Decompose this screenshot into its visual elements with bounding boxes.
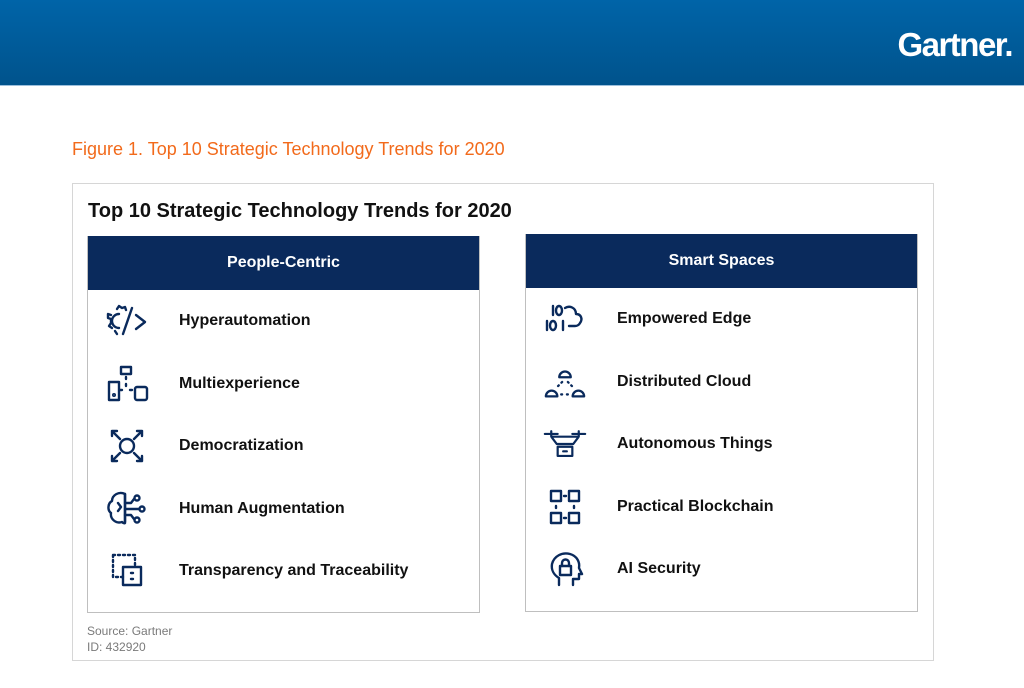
item-label: Hyperautomation xyxy=(179,312,311,330)
item-label: Transparency and Traceability xyxy=(179,562,409,580)
blockchain-icon xyxy=(543,487,587,527)
panel-heading: Smart Spaces xyxy=(526,234,917,288)
list-item: Empowered Edge xyxy=(526,288,917,351)
dotted-squares-icon xyxy=(105,551,149,591)
item-label: Distributed Cloud xyxy=(617,372,752,390)
cloud-network-icon xyxy=(543,362,587,402)
list-item: Transparency and Traceability xyxy=(88,540,479,603)
item-label: Autonomous Things xyxy=(617,435,773,453)
drone-icon xyxy=(543,424,587,464)
list-item: Hyperautomation xyxy=(88,290,479,353)
item-label: Practical Blockchain xyxy=(617,497,774,515)
expand-circle-icon xyxy=(105,426,149,466)
gartner-logo: Gartner. xyxy=(897,26,1013,63)
binary-cloud-icon xyxy=(543,299,587,339)
list-item: Distributed Cloud xyxy=(526,351,917,414)
list-item: Multiexperience xyxy=(88,353,479,416)
figure-title: Top 10 Strategic Technology Trends for 2… xyxy=(88,200,512,222)
head-lock-icon xyxy=(543,549,587,589)
brain-circuit-icon xyxy=(105,489,149,529)
item-label: Human Augmentation xyxy=(179,499,345,517)
list-item: Democratization xyxy=(88,415,479,478)
source-note: Source: Gartner xyxy=(87,624,173,638)
panel-heading: People-Centric xyxy=(88,236,479,290)
item-label: AI Security xyxy=(617,560,701,578)
list-item: AI Security xyxy=(526,538,917,601)
people-centric-panel: People-Centric Hyperautomation Multiexpe… xyxy=(87,236,480,613)
document-id: ID: 432920 xyxy=(87,640,146,654)
list-item: Practical Blockchain xyxy=(526,476,917,539)
gear-code-icon xyxy=(105,301,149,341)
top-banner: Gartner. xyxy=(0,0,1024,86)
smart-spaces-panel: Smart Spaces Empowered Edge Distributed … xyxy=(525,234,918,612)
list-item: Human Augmentation xyxy=(88,478,479,541)
figure-caption: Figure 1. Top 10 Strategic Technology Tr… xyxy=(72,139,505,159)
figure-box: Top 10 Strategic Technology Trends for 2… xyxy=(72,183,934,661)
list-item: Autonomous Things xyxy=(526,413,917,476)
item-label: Empowered Edge xyxy=(617,310,752,328)
item-label: Multiexperience xyxy=(179,374,300,392)
item-label: Democratization xyxy=(179,437,304,455)
devices-network-icon xyxy=(105,364,149,404)
